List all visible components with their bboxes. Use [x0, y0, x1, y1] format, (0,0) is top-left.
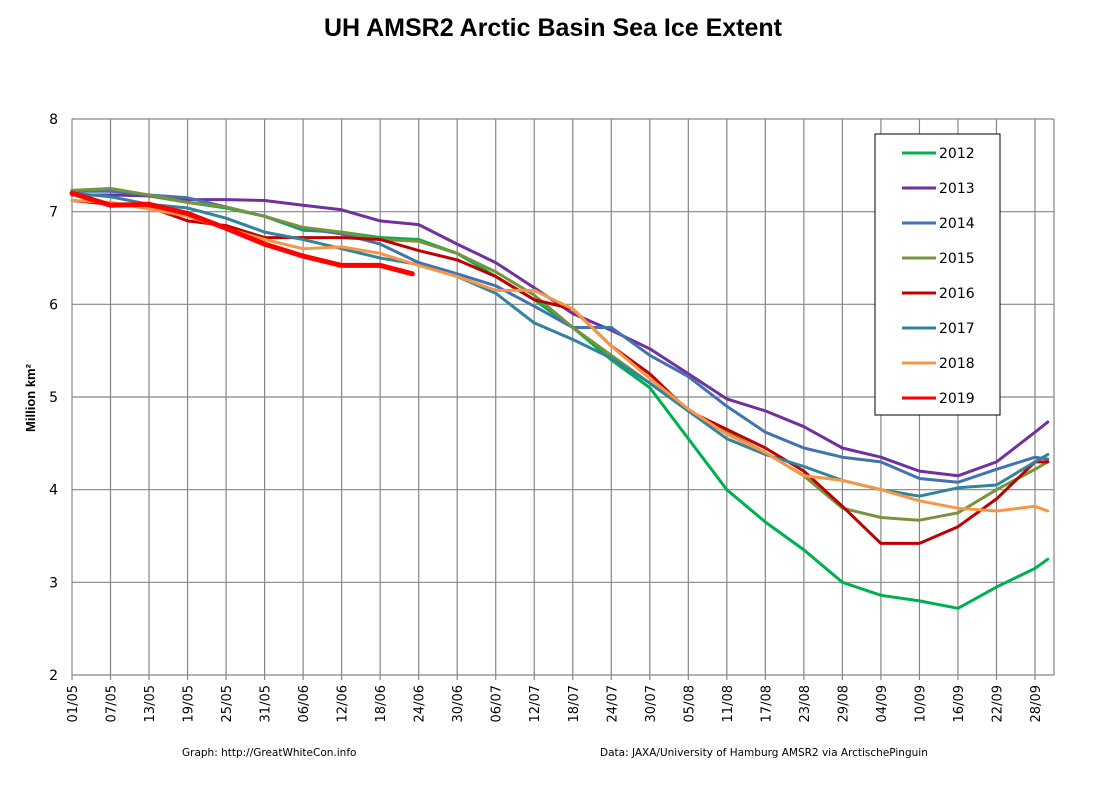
x-tick-label: 31/05 — [259, 685, 274, 722]
x-tick-label: 30/06 — [451, 685, 466, 722]
series-layer — [69, 187, 1050, 610]
x-tick-label: 10/09 — [913, 685, 928, 722]
footer-credit-data: Data: JAXA/University of Hamburg AMSR2 v… — [600, 747, 928, 759]
x-tick-label: 25/05 — [220, 685, 235, 722]
series-line-2015 — [70, 187, 1050, 522]
legend-label-2012: 2012 — [939, 146, 975, 162]
y-tick-label: 8 — [49, 112, 58, 128]
x-tick-label: 11/08 — [721, 685, 736, 722]
y-tick-label: 4 — [49, 483, 58, 499]
x-tick-label: 16/09 — [952, 685, 967, 722]
legend-label-2019: 2019 — [939, 391, 975, 407]
x-tick-label: 28/09 — [1029, 685, 1044, 722]
y-tick-label: 2 — [49, 668, 58, 684]
series-line-2017 — [70, 191, 1050, 498]
x-tick-label: 06/06 — [297, 685, 312, 722]
x-tick-label: 24/06 — [413, 685, 428, 722]
x-tick-label: 04/09 — [875, 685, 890, 722]
x-tick-label: 19/05 — [182, 685, 197, 722]
x-tick-label: 01/05 — [66, 685, 81, 722]
y-axis-label: Million km² — [23, 363, 38, 432]
legend-label-2015: 2015 — [939, 251, 975, 267]
legend: 2012 2013 2014 2015 2016 2017 2018 2019 — [874, 133, 1001, 416]
x-tick-label: 13/05 — [143, 685, 158, 722]
x-tick-label: 30/07 — [644, 685, 659, 722]
x-tick-label: 05/08 — [682, 685, 697, 722]
legend-label-2016: 2016 — [939, 286, 975, 302]
legend-label-2018: 2018 — [939, 356, 975, 372]
x-tick-label: 12/06 — [336, 685, 351, 722]
x-tick-label: 18/07 — [567, 685, 582, 722]
footer-credit-graph: Graph: http://GreatWhiteCon.info — [182, 747, 356, 759]
y-tick-label: 7 — [49, 205, 58, 221]
series-line-2013 — [70, 193, 1050, 478]
y-tick-label: 6 — [49, 297, 58, 313]
x-tick-label: 23/08 — [798, 685, 813, 722]
x-tick-label: 12/07 — [528, 685, 543, 722]
x-tick-label: 07/05 — [105, 685, 120, 722]
legend-box — [874, 133, 1001, 416]
legend-label-2014: 2014 — [939, 216, 975, 232]
y-tick-label: 3 — [49, 575, 58, 591]
axes: 2 3 4 5 6 7 8 01/05 07/05 13/05 19/05 25/05 31/05 06/… — [49, 112, 1044, 722]
x-tick-label: 18/06 — [374, 685, 389, 722]
x-tick-label: 06/07 — [490, 685, 505, 722]
x-tick-label: 22/09 — [990, 685, 1005, 722]
series-line-2019 — [69, 190, 415, 277]
legend-label-2013: 2013 — [939, 181, 975, 197]
x-tick-label: 24/07 — [605, 685, 620, 722]
x-tick-label: 29/08 — [836, 685, 851, 722]
x-tick-label: 17/08 — [759, 685, 774, 722]
y-tick-label: 5 — [49, 390, 58, 406]
chart-title: UH AMSR2 Arctic Basin Sea Ice Extent — [324, 14, 783, 42]
legend-label-2017: 2017 — [939, 321, 975, 337]
